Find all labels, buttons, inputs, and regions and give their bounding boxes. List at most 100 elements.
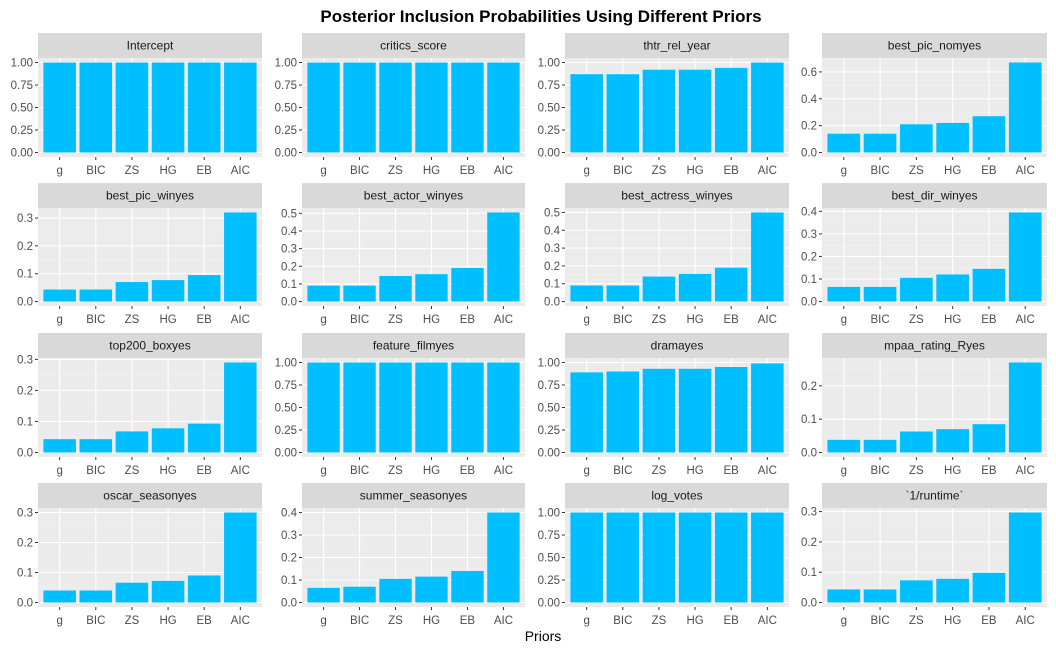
- facet-strip-label: thtr_rel_year: [643, 39, 710, 53]
- x-tick-label: ZS: [125, 165, 140, 177]
- bar: [379, 362, 412, 453]
- bar: [415, 274, 448, 302]
- y-tick-label: 0.1: [801, 274, 817, 286]
- y-tick-label: 0.75: [11, 80, 33, 92]
- x-tick-label: EB: [724, 465, 740, 477]
- bar: [751, 62, 784, 153]
- facet-strip: [302, 183, 525, 208]
- bar: [379, 62, 412, 153]
- x-tick-label: BIC: [870, 165, 889, 177]
- bar: [151, 428, 185, 453]
- facet-strip: [822, 33, 1047, 58]
- facet-panel: best_actress_winyes 0.0 0.1 0.2 0.3 0.4 0.5 g BI…: [544, 183, 789, 326]
- x-tick-label: AIC: [231, 615, 250, 627]
- bar: [972, 268, 1006, 302]
- x-tick-label: g: [841, 314, 847, 326]
- y-tick-label: 0.1: [801, 414, 817, 426]
- x-tick-label: AIC: [231, 465, 250, 477]
- x-tick-label: HG: [423, 314, 440, 326]
- facet-strip-label: best_actress_winyes: [621, 189, 732, 203]
- x-tick-label: g: [583, 314, 589, 326]
- bar: [79, 590, 113, 603]
- x-tick-label: HG: [159, 314, 176, 326]
- bar: [863, 589, 897, 603]
- y-tick-label: 0.50: [538, 103, 560, 115]
- bar: [678, 368, 712, 453]
- y-tick-label: 0.00: [538, 148, 560, 160]
- y-tick-label: 0.0: [801, 148, 817, 160]
- y-tick-label: 1.00: [538, 58, 560, 70]
- x-tick-label: g: [583, 465, 589, 477]
- y-tick-label: 0.00: [11, 148, 33, 160]
- x-tick-label: BIC: [86, 314, 105, 326]
- facet-strip: [38, 33, 262, 58]
- y-tick-label: 0.0: [17, 297, 33, 309]
- x-tick-label: ZS: [125, 465, 140, 477]
- bar: [606, 371, 640, 453]
- bar: [972, 424, 1006, 453]
- bar: [570, 512, 603, 603]
- bar: [487, 62, 520, 153]
- x-tick-label: ZS: [909, 165, 924, 177]
- bar: [714, 67, 748, 153]
- bar: [714, 367, 748, 453]
- facet-strip-label: `1/runtime`: [905, 489, 963, 503]
- bar: [415, 362, 448, 453]
- x-tick-label: AIC: [1016, 165, 1035, 177]
- x-tick-label: EB: [460, 615, 476, 627]
- bar: [936, 274, 969, 302]
- bar: [79, 62, 113, 153]
- y-tick-label: 1.00: [275, 358, 297, 370]
- y-tick-label: 0.0: [17, 448, 33, 460]
- bar: [224, 512, 257, 603]
- bar: [451, 362, 484, 453]
- y-tick-label: 0.2: [801, 381, 817, 393]
- y-tick-label: 0.6: [801, 67, 817, 79]
- x-tick-label: EB: [981, 465, 997, 477]
- bar: [343, 586, 376, 603]
- y-tick-label: 0.5: [544, 207, 560, 219]
- x-tick-label: EB: [724, 165, 740, 177]
- facet-panel: critics_score 0.00 0.25 0.50 0.75 1.00 g BIC ZS H…: [275, 33, 525, 177]
- y-tick-label: 0.0: [17, 598, 33, 610]
- y-tick-label: 0.50: [275, 103, 297, 115]
- facet-strip: [302, 483, 525, 508]
- facet-strip: [565, 333, 789, 358]
- x-tick-label: BIC: [86, 165, 105, 177]
- x-tick-label: BIC: [86, 615, 105, 627]
- bar: [224, 62, 257, 153]
- bar: [900, 580, 933, 603]
- facet-strip: [822, 483, 1047, 508]
- x-tick-label: HG: [423, 615, 440, 627]
- bar: [1008, 212, 1042, 302]
- y-tick-label: 0.25: [275, 425, 297, 437]
- y-tick-label: 1.00: [538, 358, 560, 370]
- x-tick-label: g: [320, 314, 326, 326]
- y-tick-label: 0.1: [281, 575, 297, 587]
- x-tick-label: BIC: [870, 615, 889, 627]
- bar: [678, 273, 712, 302]
- bar: [487, 362, 520, 453]
- bar: [343, 362, 376, 453]
- y-tick-label: 0.1: [544, 279, 560, 291]
- y-tick-label: 0.00: [275, 148, 297, 160]
- facet-strip-label: critics_score: [380, 39, 447, 53]
- x-tick-label: g: [841, 165, 847, 177]
- bar: [900, 277, 933, 302]
- bar: [343, 285, 376, 302]
- x-tick-label: EB: [724, 615, 740, 627]
- x-tick-label: AIC: [231, 314, 250, 326]
- x-tick-label: AIC: [758, 615, 777, 627]
- x-tick-label: BIC: [613, 465, 632, 477]
- y-tick-label: 0.00: [538, 598, 560, 610]
- bar: [487, 212, 520, 302]
- y-tick-label: 0.3: [801, 507, 817, 519]
- bar: [1008, 362, 1042, 453]
- y-tick-label: 0.4: [801, 206, 818, 218]
- y-tick-label: 0.2: [281, 553, 297, 565]
- x-tick-label: g: [320, 615, 326, 627]
- facet-panel: oscar_seasonyes 0.0 0.1 0.2 0.3 g BIC ZS HG EB AIC: [17, 483, 262, 627]
- y-tick-label: 0.2: [281, 261, 297, 273]
- facet-panel: mpaa_rating_Ryes 0.0 0.1 0.2 g BIC ZS HG EB AIC: [801, 333, 1047, 477]
- x-tick-label: ZS: [388, 314, 403, 326]
